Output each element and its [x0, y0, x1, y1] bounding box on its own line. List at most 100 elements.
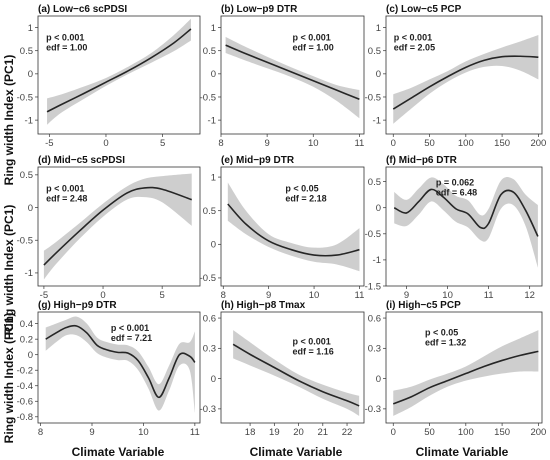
y-tick-label: -1 — [373, 115, 381, 126]
stat-p-value: p < 0.001 — [394, 33, 432, 43]
x-tick-label: 21 — [318, 427, 329, 438]
y-tick-label: 1 — [211, 172, 216, 183]
x-tick-label: 0 — [391, 138, 396, 149]
fitted-curve — [43, 186, 192, 266]
y-tick-label: 0.5 — [20, 170, 33, 181]
y-tick-label: 0 — [211, 69, 216, 80]
x-tick-label: 8 — [38, 427, 43, 438]
y-tick-label: 1 — [211, 23, 216, 34]
x-axis-label: Climate Variable — [250, 445, 343, 459]
confidence-band — [394, 177, 538, 268]
y-tick-label: -0.5 — [200, 92, 216, 103]
stat-p-value: p < 0.001 — [293, 33, 331, 43]
x-tick-label: 50 — [424, 138, 435, 149]
x-tick-label: 9 — [404, 290, 409, 301]
x-tick-label: 150 — [494, 138, 510, 149]
x-tick-label: 8 — [221, 290, 226, 301]
x-tick-label: 150 — [494, 427, 510, 438]
y-tick-label: 1 — [376, 23, 381, 34]
panel-title: (i) High−c5 PCP — [386, 300, 461, 311]
confidence-band — [45, 316, 195, 413]
x-tick-label: 9 — [89, 427, 94, 438]
y-axis-label: Ring width Index (PC1) — [2, 55, 16, 186]
x-tick-label: 9 — [266, 290, 271, 301]
plot-area — [385, 15, 543, 135]
x-tick-label: 200 — [530, 427, 546, 438]
x-tick-label: 9 — [264, 138, 269, 149]
panel-title: (a) Low−c6 scPDSI — [38, 4, 127, 15]
stat-p-value: p < 0.001 — [111, 323, 149, 333]
chart-panel: (f) Mid−p6 DTR 9 10 11 12 -1.5 -1 -0.5 0 0.5 p = 0… — [365, 155, 543, 301]
x-tick-label: 22 — [342, 427, 353, 438]
y-tick-label: 0.5 — [203, 46, 216, 57]
chart-panel: (i) High−c5 PCP 0 50 100 150 200 -0.3 0 0.3 0.6 p … — [365, 300, 547, 438]
fitted-curve — [225, 44, 360, 101]
x-axis-label: Climate Variable — [72, 445, 165, 459]
y-tick-label: 0.5 — [20, 46, 33, 57]
y-tick-label: 0.2 — [20, 334, 33, 345]
confidence-band — [225, 36, 360, 119]
chart-panel: (g) High−p9 DTR 8 9 10 11 -0.8 -0.6 -0.4 -0.2 0 0.… — [17, 300, 201, 438]
x-tick-label: 10 — [442, 290, 453, 301]
y-tick-label: -1 — [373, 255, 381, 266]
panel-title: (e) Mid−p9 DTR — [221, 155, 295, 166]
x-tick-label: 11 — [190, 427, 200, 438]
x-axis-label: Climate Variable — [416, 445, 509, 459]
panel-title: (g) High−p9 DTR — [38, 300, 117, 311]
y-tick-label: 0 — [376, 69, 381, 80]
fitted-curve — [392, 55, 539, 110]
fitted-curve — [227, 203, 360, 257]
y-tick-label: 0.3 — [368, 344, 381, 355]
x-tick-label: 5 — [160, 138, 165, 149]
x-tick-label: 12 — [524, 290, 535, 301]
y-tick-label: 0.4 — [20, 319, 33, 330]
panel-title: (b) Low−p9 DTR — [221, 4, 298, 15]
confidence-band — [43, 173, 192, 280]
stat-edf-value: edf = 2.18 — [285, 194, 326, 204]
y-tick-label: 0 — [376, 374, 381, 385]
y-tick-label: -0.5 — [200, 273, 216, 284]
y-tick-label: -0.4 — [17, 381, 33, 392]
stat-edf-value: edf = 1.00 — [293, 43, 334, 53]
confidence-band — [227, 182, 360, 272]
panel-title: (f) Mid−p6 DTR — [386, 155, 458, 166]
x-tick-label: 0 — [103, 138, 108, 149]
stat-p-value: p < 0.001 — [46, 184, 84, 194]
y-tick-label: 0.6 — [368, 313, 381, 324]
x-tick-label: -5 — [40, 290, 48, 301]
y-tick-label: 0.5 — [368, 177, 381, 188]
y-tick-label: -0.5 — [365, 92, 381, 103]
x-tick-label: 11 — [484, 290, 494, 301]
y-tick-label: 0.5 — [203, 206, 216, 217]
fitted-curve — [45, 324, 196, 399]
fitted-curve — [393, 188, 539, 237]
x-tick-label: 11 — [355, 290, 365, 301]
y-tick-label: 0.3 — [203, 344, 216, 355]
x-tick-label: 5 — [160, 290, 165, 301]
x-tick-label: 200 — [530, 138, 546, 149]
panel-title: (d) Mid−c5 scPDSI — [38, 155, 125, 166]
y-tick-label: 0.5 — [368, 46, 381, 57]
y-tick-label: -0.6 — [17, 397, 33, 408]
confidence-band — [47, 18, 191, 125]
chart-panel: (h) High−p8 Tmax 18 19 20 21 22 -0.3 0 0.3 0.6 p <… — [200, 300, 365, 438]
y-tick-label: -0.5 — [17, 92, 33, 103]
x-tick-label: 20 — [293, 427, 304, 438]
x-tick-label: -5 — [45, 138, 53, 149]
stat-edf-value: edf = 7.21 — [111, 333, 152, 343]
x-tick-label: 19 — [269, 427, 280, 438]
fitted-curve — [46, 28, 192, 113]
chart-panel: (e) Mid−p9 DTR 8 9 10 11 -0.5 0 0.5 1 p < 0.05edf… — [200, 155, 365, 301]
y-tick-label: -0.3 — [365, 404, 381, 415]
panel-title: (h) High−p8 Tmax — [221, 300, 306, 311]
y-tick-label: 0 — [211, 374, 216, 385]
stat-p-value: p < 0.05 — [425, 328, 458, 338]
x-tick-label: 18 — [245, 427, 256, 438]
y-tick-label: 1 — [28, 23, 33, 34]
y-tick-label: -1 — [25, 115, 33, 126]
x-tick-label: 0 — [391, 427, 396, 438]
x-tick-label: 0 — [100, 290, 105, 301]
x-tick-label: 50 — [424, 427, 435, 438]
stat-p-value: p < 0.001 — [46, 33, 84, 43]
